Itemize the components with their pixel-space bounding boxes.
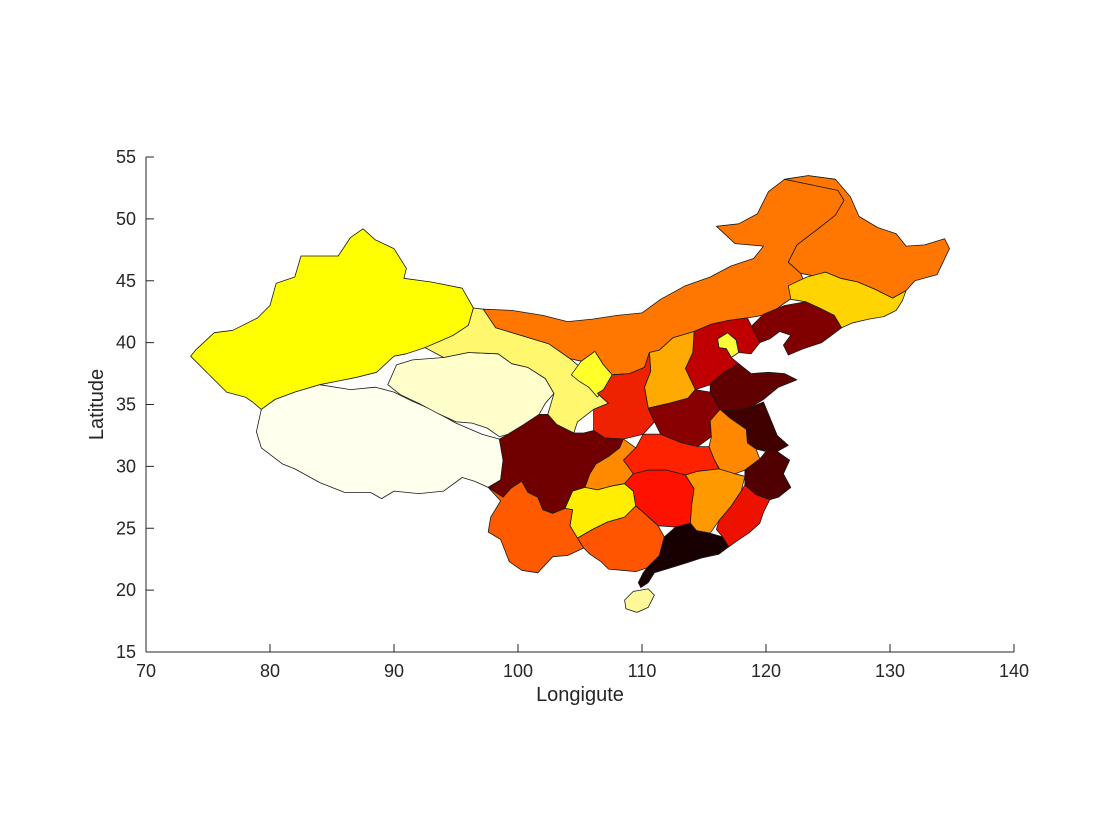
x-tick-label: 80	[260, 661, 280, 681]
y-tick-label: 50	[116, 209, 136, 229]
x-ticks: 70 80 90 100 110 120 130 140	[136, 644, 1029, 681]
y-axis-label: Latitude	[86, 369, 108, 440]
region-guangdong	[637, 522, 730, 588]
y-ticks: 15 20 25 30 35 40 45 50 55	[116, 147, 154, 662]
y-tick-label: 45	[116, 271, 136, 291]
axes: 70 80 90 100 110 120 130 140 15 20 25 30 35 40 45 50 55…	[86, 147, 1029, 706]
y-tick-label: 55	[116, 147, 136, 167]
y-tick-label: 25	[116, 518, 136, 538]
x-tick-label: 120	[751, 661, 781, 681]
regions-layer	[190, 175, 950, 613]
x-axis-label: Longigute	[536, 684, 624, 706]
x-tick-label: 90	[384, 661, 404, 681]
x-tick-label: 100	[503, 661, 533, 681]
y-tick-label: 40	[116, 333, 136, 353]
x-tick-label: 140	[999, 661, 1029, 681]
y-tick-label: 20	[116, 580, 136, 600]
region-hainan	[624, 588, 655, 613]
y-tick-label: 30	[116, 456, 136, 476]
x-tick-label: 110	[628, 661, 657, 681]
region-liaoning	[750, 301, 842, 356]
x-tick-label: 70	[136, 661, 156, 681]
y-tick-label: 15	[116, 642, 136, 662]
y-tick-label: 35	[116, 395, 136, 415]
x-tick-label: 130	[875, 661, 905, 681]
